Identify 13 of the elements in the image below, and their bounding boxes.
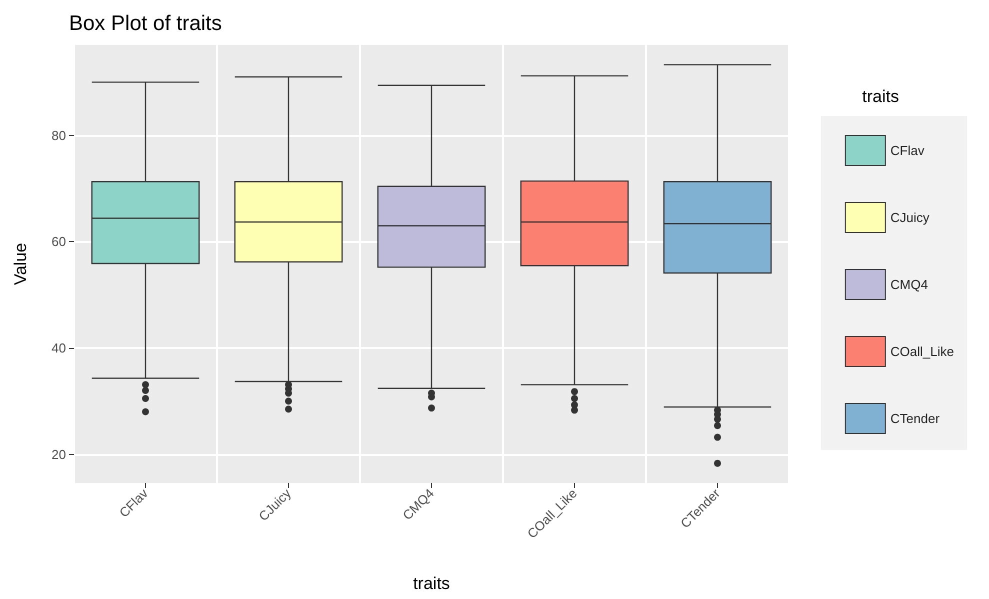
y-tick-label: 60 [52,234,66,250]
y-axis-title: Value [11,242,30,286]
y-tick-label: 20 [52,446,66,462]
y-tick-label: 40 [52,340,66,356]
legend-label: CTender [890,411,940,426]
legend-label: CMQ4 [890,277,928,292]
x-axis-title: traits [413,574,450,593]
legend-title: traits [862,87,900,106]
chart-title: Box Plot of traits [69,12,222,35]
legend-label: CFlav [890,143,925,158]
legend-label: CJuicy [890,210,930,225]
y-tick-label: 80 [52,128,66,143]
legend-label: COall_Like [890,344,954,359]
